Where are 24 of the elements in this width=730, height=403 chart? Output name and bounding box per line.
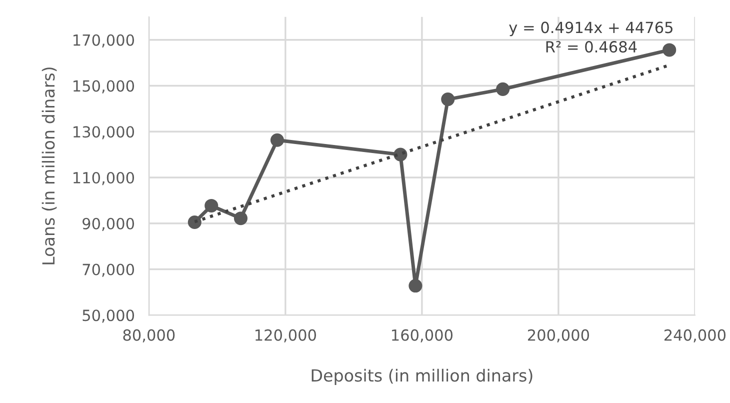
point xyxy=(270,133,284,147)
point xyxy=(662,43,676,57)
annotation: y = 0.4914x + 44765 xyxy=(509,22,672,36)
y-tick-label: 170,000 xyxy=(74,34,134,48)
x-tick-label: 240,000 xyxy=(664,329,726,342)
point xyxy=(204,198,218,212)
y-tick-label: 50,000 xyxy=(82,310,134,323)
point xyxy=(441,92,455,106)
x-tick-label: 160,000 xyxy=(392,329,453,342)
point xyxy=(408,279,422,293)
annotation: R² = 0.4684 xyxy=(546,41,637,53)
x-tick-label: 80,000 xyxy=(123,329,175,342)
x-axis-title: Deposits (in million dinars) xyxy=(312,368,532,385)
y-tick-label: 130,000 xyxy=(74,126,134,140)
point xyxy=(188,215,202,230)
y-axis-title: Loans (in million dinars) xyxy=(42,68,57,264)
point xyxy=(496,82,510,96)
x-tick-label: 200,000 xyxy=(528,329,590,342)
point xyxy=(234,212,248,226)
y-tick-label: 90,000 xyxy=(82,218,134,231)
y-tick-label: 110,000 xyxy=(74,172,134,186)
y-tick-label: 70,000 xyxy=(82,264,134,277)
y-tick-label: 150,000 xyxy=(74,80,134,94)
x-tick-label: 120,000 xyxy=(256,329,316,342)
